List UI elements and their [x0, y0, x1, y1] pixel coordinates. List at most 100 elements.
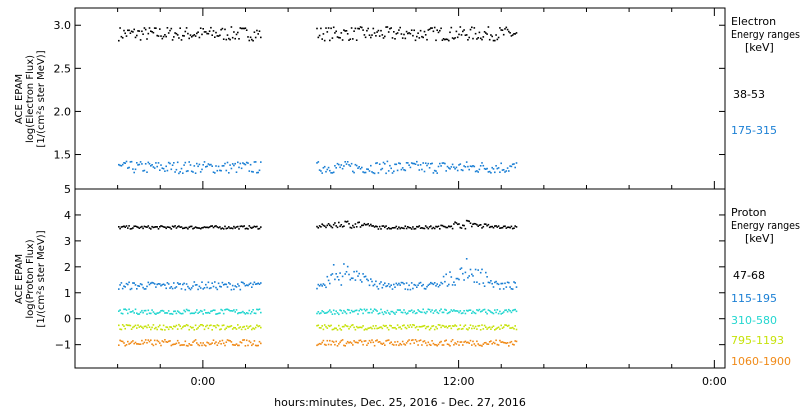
data-point: [502, 225, 505, 228]
data-point: [146, 342, 148, 344]
data-point: [366, 278, 368, 281]
data-point: [460, 267, 463, 269]
data-point: [179, 283, 181, 285]
data-point: [431, 309, 433, 311]
data-point: [394, 286, 396, 288]
data-point: [119, 27, 121, 29]
data-point: [318, 285, 321, 287]
proton-ytick-label: 2: [64, 261, 71, 274]
data-point: [487, 26, 490, 28]
data-point: [212, 30, 215, 32]
data-point: [446, 38, 449, 41]
data-point: [179, 226, 181, 228]
data-point: [178, 37, 180, 39]
data-point: [399, 162, 401, 165]
data-point: [343, 344, 345, 347]
data-point: [206, 312, 208, 314]
data-point: [254, 326, 257, 329]
data-point: [157, 35, 160, 37]
data-point: [413, 228, 415, 230]
data-point: [502, 288, 505, 290]
data-point: [504, 342, 506, 344]
data-point: [205, 31, 207, 33]
data-point: [348, 328, 350, 330]
data-point: [240, 328, 243, 331]
data-point: [495, 339, 497, 342]
data-point: [361, 281, 363, 283]
data-point: [367, 342, 369, 345]
data-point: [190, 225, 193, 228]
data-point: [398, 326, 400, 329]
data-point: [160, 35, 162, 37]
data-point: [170, 228, 173, 230]
data-point: [513, 227, 515, 229]
data-point: [375, 309, 377, 311]
data-point: [375, 340, 377, 342]
data-point: [451, 163, 454, 166]
data-point: [134, 341, 137, 344]
data-point: [150, 312, 152, 315]
data-point: [238, 312, 240, 314]
data-point: [363, 340, 366, 342]
data-point: [132, 310, 134, 312]
data-point: [180, 327, 183, 330]
data-point: [127, 312, 129, 315]
data-point: [143, 325, 146, 328]
data-point: [435, 170, 437, 172]
data-point: [371, 171, 373, 173]
data-point: [403, 343, 405, 345]
data-point: [448, 325, 450, 327]
data-point: [459, 26, 462, 28]
data-point: [317, 36, 320, 39]
data-point: [139, 161, 142, 163]
data-point: [381, 327, 384, 330]
data-point: [410, 228, 413, 230]
data-point: [378, 35, 381, 37]
data-point: [231, 163, 234, 165]
data-point: [249, 36, 252, 39]
data-point: [129, 311, 132, 313]
data-point: [409, 324, 412, 326]
data-point: [395, 344, 398, 346]
data-point: [187, 345, 189, 347]
data-point: [151, 309, 153, 311]
data-point: [413, 29, 415, 32]
data-point: [368, 284, 371, 287]
data-point: [161, 167, 164, 169]
data-point: [444, 38, 446, 41]
data-point: [187, 324, 189, 327]
data-point: [119, 284, 121, 286]
data-point: [165, 165, 167, 168]
data-point: [257, 33, 259, 35]
data-point: [316, 344, 318, 347]
data-point: [237, 344, 239, 347]
data-point: [442, 38, 445, 40]
data-point: [488, 226, 491, 229]
data-point: [362, 273, 364, 275]
data-point: [453, 325, 455, 327]
data-point: [487, 326, 490, 329]
data-point: [355, 226, 358, 228]
data-point: [128, 308, 130, 311]
data-point: [421, 227, 423, 229]
data-point: [180, 39, 183, 41]
data-point: [253, 161, 256, 163]
data-point: [413, 310, 415, 312]
plot-frame: [74, 7, 726, 369]
data-point: [440, 165, 442, 167]
data-point: [251, 311, 253, 313]
data-point: [352, 277, 354, 280]
data-point: [238, 344, 240, 347]
data-point: [224, 225, 226, 228]
data-point: [346, 340, 349, 343]
data-point: [199, 27, 202, 29]
data-point: [378, 326, 381, 329]
data-point: [185, 226, 188, 229]
data-point: [370, 223, 372, 226]
data-point: [456, 36, 459, 39]
data-point: [190, 170, 193, 173]
data-point: [509, 341, 511, 344]
data-point: [320, 327, 322, 329]
data-point: [444, 280, 446, 283]
data-point: [363, 222, 366, 225]
